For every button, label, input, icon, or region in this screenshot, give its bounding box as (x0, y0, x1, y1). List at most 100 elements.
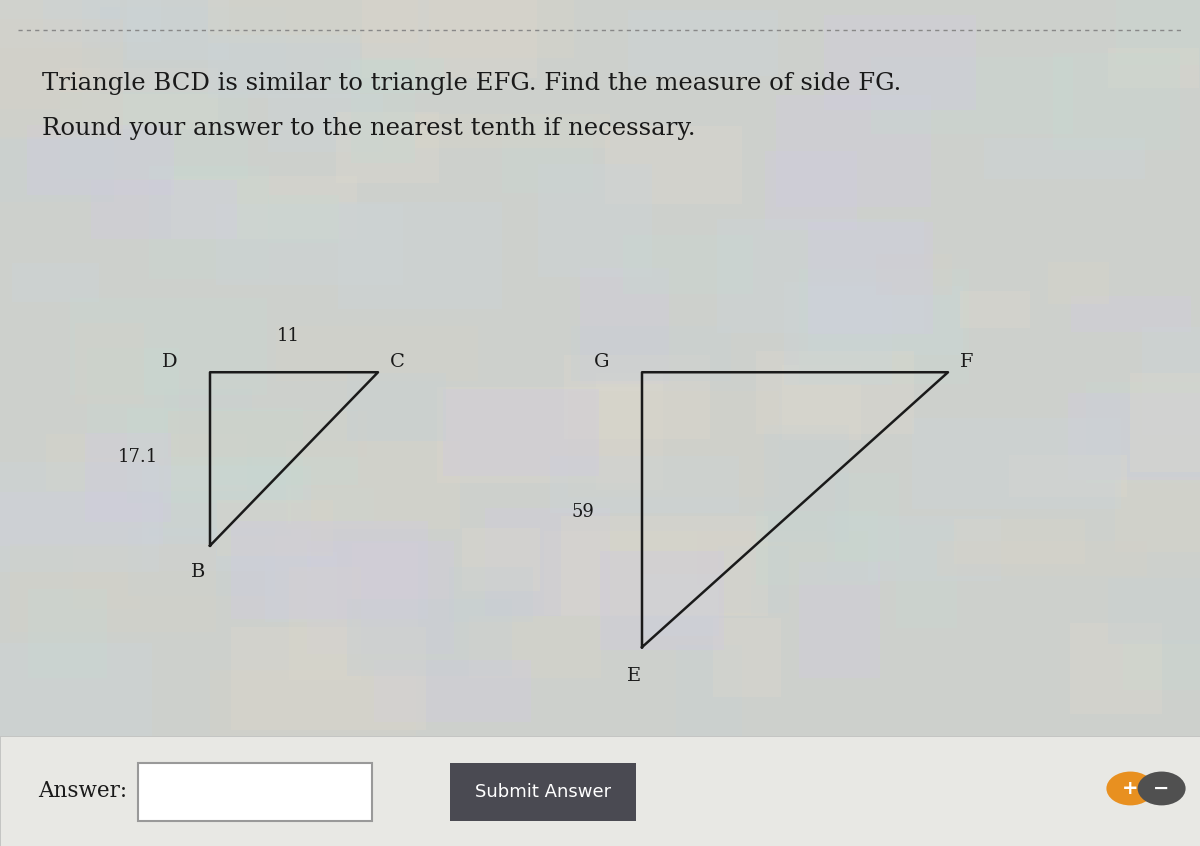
Bar (485, 508, 611, 616)
Bar (1009, 455, 1127, 497)
Bar (1069, 624, 1163, 714)
Bar (1115, 477, 1200, 552)
Text: Triangle BCD is similar to triangle EFG. Find the measure of side FG.: Triangle BCD is similar to triangle EFG.… (42, 72, 901, 95)
Bar (29, 590, 107, 678)
Bar (827, 516, 1001, 580)
Bar (640, 574, 719, 636)
Bar (101, 7, 287, 94)
Bar (571, 326, 731, 381)
Bar (0, 19, 122, 137)
Bar (374, 660, 530, 722)
Bar (265, 552, 337, 622)
Bar (568, 391, 779, 497)
Bar (1116, 0, 1200, 65)
Bar (937, 541, 1147, 576)
Bar (776, 95, 931, 207)
Bar (756, 350, 914, 434)
Text: −: − (1153, 779, 1170, 798)
Bar (0, 492, 163, 546)
Bar (428, 0, 575, 58)
Text: C: C (390, 353, 404, 371)
Bar (168, 411, 367, 457)
Bar (438, 387, 642, 482)
Bar (210, 670, 416, 746)
Bar (0, 643, 152, 737)
Bar (714, 618, 781, 697)
Bar (289, 567, 361, 680)
Bar (208, 35, 360, 98)
Bar (462, 528, 540, 591)
Bar (142, 466, 311, 571)
Bar (984, 138, 1145, 179)
Bar (336, 112, 439, 183)
Bar (1068, 393, 1200, 480)
Bar (876, 254, 952, 295)
Bar (545, 530, 751, 615)
Bar (1108, 48, 1199, 88)
Bar (954, 519, 1085, 563)
Bar (676, 645, 742, 749)
Bar (756, 511, 878, 585)
Bar (217, 500, 334, 556)
Text: F: F (960, 353, 973, 371)
Bar (960, 291, 1030, 328)
Bar (896, 525, 958, 628)
Bar (12, 262, 100, 302)
Bar (60, 92, 248, 179)
Text: B: B (191, 563, 205, 580)
Bar (0, 0, 120, 47)
Bar (216, 204, 403, 285)
Bar (348, 598, 512, 676)
Text: +: + (1122, 779, 1139, 798)
Bar (600, 551, 724, 651)
Bar (338, 201, 503, 309)
Text: E: E (626, 667, 641, 684)
Bar (74, 323, 144, 404)
Bar (443, 389, 599, 476)
Bar (347, 372, 446, 441)
Bar (628, 9, 778, 76)
Bar (718, 219, 924, 333)
Bar (784, 283, 892, 385)
Bar (808, 286, 964, 355)
Bar (0, 736, 1200, 846)
Bar (73, 547, 139, 609)
Bar (1122, 640, 1200, 690)
Bar (307, 541, 454, 654)
Bar (128, 528, 276, 596)
FancyBboxPatch shape (450, 763, 636, 821)
Bar (912, 418, 1121, 509)
Text: 17.1: 17.1 (118, 448, 158, 466)
Bar (550, 456, 739, 513)
Bar (564, 355, 710, 439)
Text: Round your answer to the nearest tenth if necessary.: Round your answer to the nearest tenth i… (42, 117, 696, 140)
Bar (580, 268, 668, 384)
Bar (1141, 327, 1200, 436)
Bar (268, 95, 384, 152)
Bar (469, 616, 601, 678)
Bar (502, 116, 593, 193)
Bar (352, 543, 418, 627)
Bar (149, 166, 270, 279)
Bar (230, 627, 426, 730)
Bar (1086, 382, 1200, 483)
Bar (88, 349, 179, 458)
Bar (164, 389, 252, 486)
Bar (215, 409, 358, 486)
Bar (362, 0, 536, 78)
Bar (46, 435, 247, 492)
Bar (799, 562, 880, 678)
Bar (0, 0, 82, 109)
Bar (127, 0, 228, 60)
Bar (276, 326, 478, 381)
Bar (1048, 261, 1109, 305)
Bar (764, 425, 848, 541)
Bar (350, 60, 414, 163)
Bar (1129, 372, 1200, 472)
Text: G: G (594, 353, 610, 371)
Bar (172, 176, 358, 239)
Bar (126, 408, 302, 503)
Bar (560, 516, 768, 616)
Bar (10, 544, 216, 631)
Bar (0, 139, 114, 201)
